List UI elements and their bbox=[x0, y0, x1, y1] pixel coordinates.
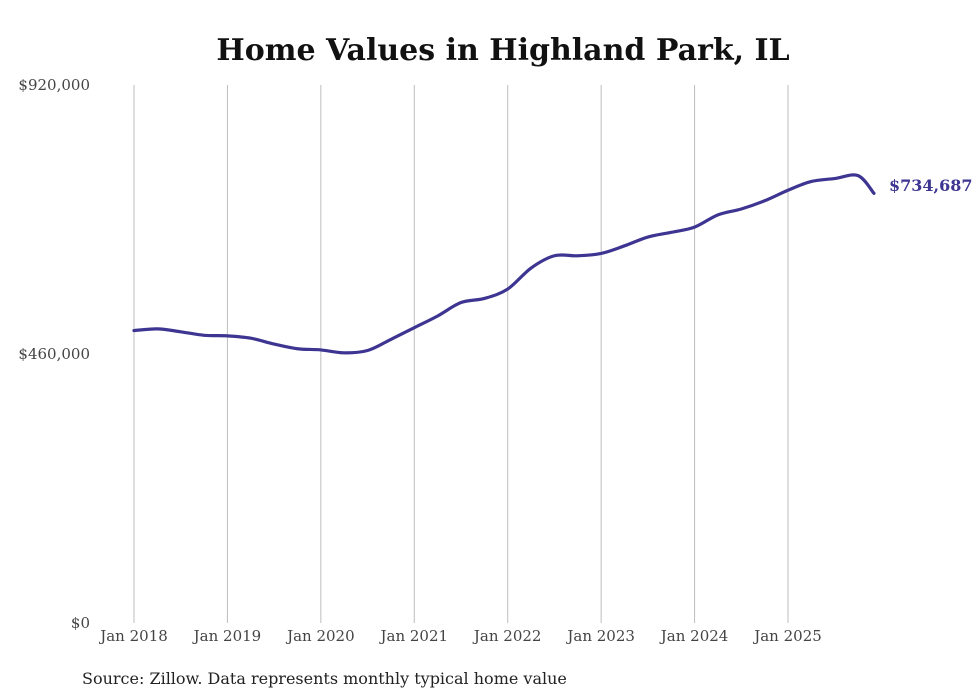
x-tick-label: Jan 2025 bbox=[752, 627, 822, 645]
y-tick-label: $0 bbox=[71, 614, 90, 632]
x-tick-label: Jan 2024 bbox=[659, 627, 729, 645]
series-layer bbox=[132, 173, 876, 355]
series-line bbox=[132, 173, 876, 355]
gridlines bbox=[133, 85, 789, 623]
source-note: Source: Zillow. Data represents monthly … bbox=[82, 669, 567, 688]
x-tick-label: Jan 2023 bbox=[565, 627, 635, 645]
x-tick-label: Jan 2020 bbox=[285, 627, 355, 645]
chart-title: Home Values in Highland Park, IL bbox=[216, 33, 789, 68]
x-tick-label: Jan 2022 bbox=[472, 627, 542, 645]
x-tick-label: Jan 2018 bbox=[98, 627, 168, 645]
y-axis-ticks: $0 $460,000 $920,000 bbox=[18, 76, 90, 632]
end-value-label: $734,687 bbox=[889, 176, 973, 195]
y-tick-label: $920,000 bbox=[18, 76, 90, 94]
x-tick-label: Jan 2019 bbox=[192, 627, 262, 645]
x-axis-ticks: Jan 2018 Jan 2019 Jan 2020 Jan 2021 Jan 2022… bbox=[98, 627, 822, 645]
x-tick-label: Jan 2021 bbox=[379, 627, 449, 645]
y-tick-label: $460,000 bbox=[18, 345, 90, 363]
